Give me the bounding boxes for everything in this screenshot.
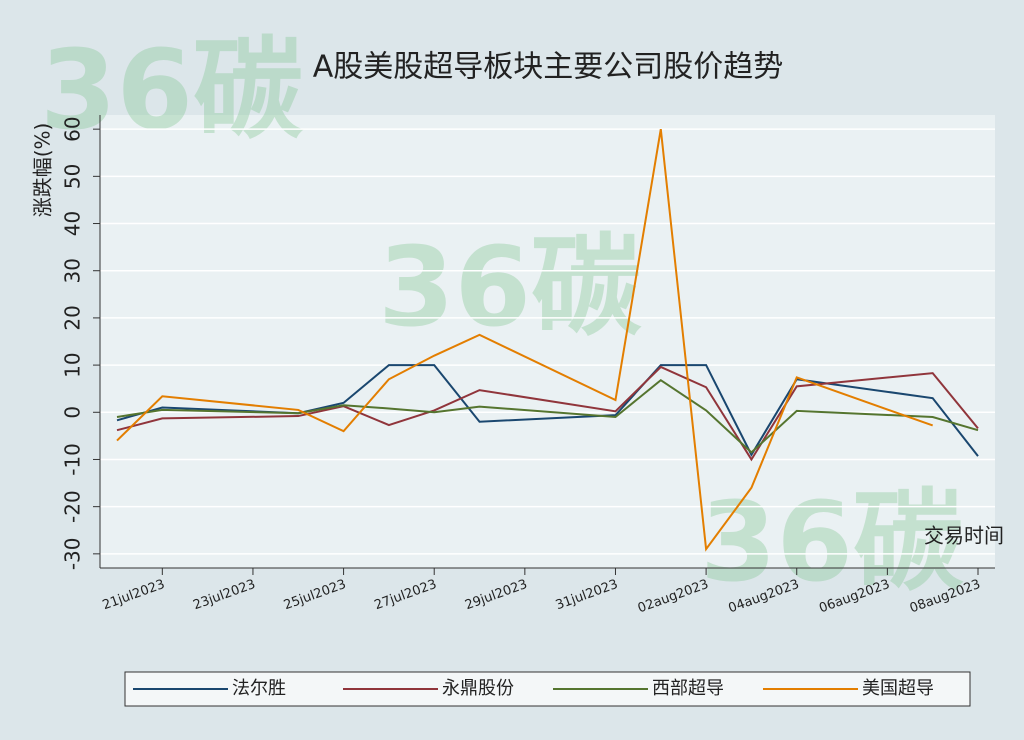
x-tick-label: 29jul2023 (463, 577, 529, 613)
x-tick-label: 27jul2023 (372, 577, 438, 613)
y-tick-label: 0 (61, 406, 85, 419)
y-tick-label: -20 (61, 490, 85, 523)
x-tick-label: 23jul2023 (191, 577, 257, 613)
y-tick-label: 30 (61, 258, 85, 283)
legend-label: 美国超导 (862, 678, 934, 699)
legend-label: 西部超导 (652, 678, 724, 699)
y-tick-label: 40 (61, 211, 85, 236)
x-axis-label: 交易时间 (924, 524, 1004, 548)
legend-label: 法尔胜 (232, 678, 286, 699)
y-axis-label: 涨跌幅(%) (31, 123, 55, 218)
legend-label: 永鼎股份 (442, 678, 514, 699)
x-tick-label: 31jul2023 (554, 577, 620, 613)
x-tick-label: 21jul2023 (101, 577, 167, 613)
watermark: 36碳 (40, 26, 304, 154)
series-line (116, 378, 979, 454)
y-tick-label: -10 (61, 443, 85, 476)
plot-area (100, 115, 995, 568)
y-tick-label: 20 (61, 305, 85, 330)
series-line (116, 128, 934, 552)
watermark: 36碳 (378, 223, 642, 351)
y-tick-label: 10 (61, 352, 85, 377)
y-tick-label: -30 (61, 538, 85, 571)
y-tick-label: 60 (61, 116, 85, 141)
chart-title: A股美股超导板块主要公司股价趋势 (313, 50, 784, 85)
y-tick-label: 50 (61, 164, 85, 189)
x-tick-label: 25jul2023 (282, 577, 348, 613)
